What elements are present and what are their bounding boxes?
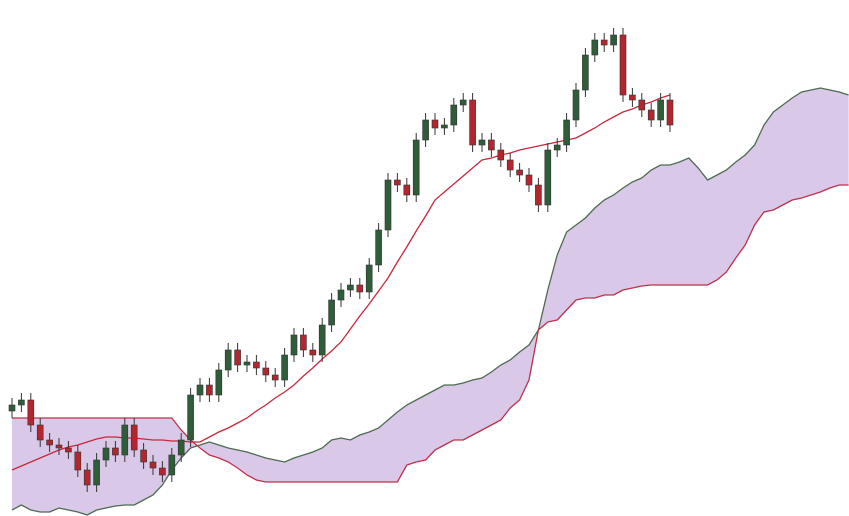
candle-body xyxy=(459,99,467,106)
candle-body xyxy=(159,467,166,476)
candle-body xyxy=(384,179,392,231)
candle-body xyxy=(18,399,25,406)
candle-body xyxy=(337,289,345,301)
candle-body xyxy=(206,384,213,396)
candle-body xyxy=(224,349,232,371)
candle-body xyxy=(525,174,533,186)
candle-body xyxy=(365,264,373,293)
candle-body xyxy=(375,229,382,266)
candle-body xyxy=(262,367,270,376)
candle-body xyxy=(666,99,674,126)
candle-body xyxy=(196,384,204,396)
candle-body xyxy=(46,439,53,446)
candle-body xyxy=(93,459,100,486)
candle-body xyxy=(281,354,288,381)
candle-body xyxy=(478,139,486,146)
candle-body xyxy=(403,184,411,196)
candle-body xyxy=(328,299,335,326)
candle-body xyxy=(553,144,561,151)
candle-body xyxy=(412,139,420,196)
candle-body xyxy=(591,39,599,56)
candle-body xyxy=(488,139,495,151)
candle-body xyxy=(140,449,147,463)
candle-body xyxy=(187,394,194,441)
candle-body xyxy=(243,361,251,366)
candle-body xyxy=(516,169,523,176)
candle-body xyxy=(318,324,326,356)
candle-body xyxy=(65,447,72,453)
candle-body xyxy=(356,284,364,293)
candle-body xyxy=(638,99,646,111)
candle-body xyxy=(121,424,129,456)
candle-body xyxy=(112,447,119,456)
candle-body xyxy=(469,99,476,146)
candle-body xyxy=(177,439,185,456)
candle-body xyxy=(619,34,627,96)
candle-body xyxy=(102,447,110,461)
candle-body xyxy=(215,369,223,396)
candle-body xyxy=(130,424,138,451)
candle-body xyxy=(441,124,448,129)
candle-body xyxy=(497,149,505,161)
candle-body xyxy=(149,461,157,469)
candle-body xyxy=(83,469,91,486)
candle-body xyxy=(544,149,552,206)
candle-body xyxy=(431,119,439,129)
candle-body xyxy=(647,109,655,121)
candle-body xyxy=(271,374,279,381)
candle-body xyxy=(290,334,298,356)
candle-body xyxy=(234,349,241,366)
candle-body xyxy=(450,104,458,126)
candle-body xyxy=(582,54,589,91)
candle-body xyxy=(74,451,82,471)
candle-body xyxy=(600,39,608,46)
candle-body xyxy=(36,424,44,441)
candle-body xyxy=(27,399,35,426)
candle-body xyxy=(55,444,63,449)
candle-body xyxy=(610,34,617,46)
candle-body xyxy=(572,89,580,121)
candle-body xyxy=(309,349,317,356)
cloud xyxy=(12,88,849,515)
candle-body xyxy=(347,284,354,291)
line xyxy=(12,184,849,483)
candle-body xyxy=(563,119,570,146)
line xyxy=(11,87,849,516)
candle-body xyxy=(168,454,176,476)
candle-body xyxy=(535,184,542,206)
candle-body xyxy=(422,119,429,141)
candle-body xyxy=(253,361,260,369)
candle-body xyxy=(300,334,307,351)
candle-body xyxy=(506,159,514,171)
candle-body xyxy=(657,99,664,121)
candle-body xyxy=(8,404,16,412)
candle-body xyxy=(629,94,636,101)
candle-body xyxy=(394,179,401,186)
